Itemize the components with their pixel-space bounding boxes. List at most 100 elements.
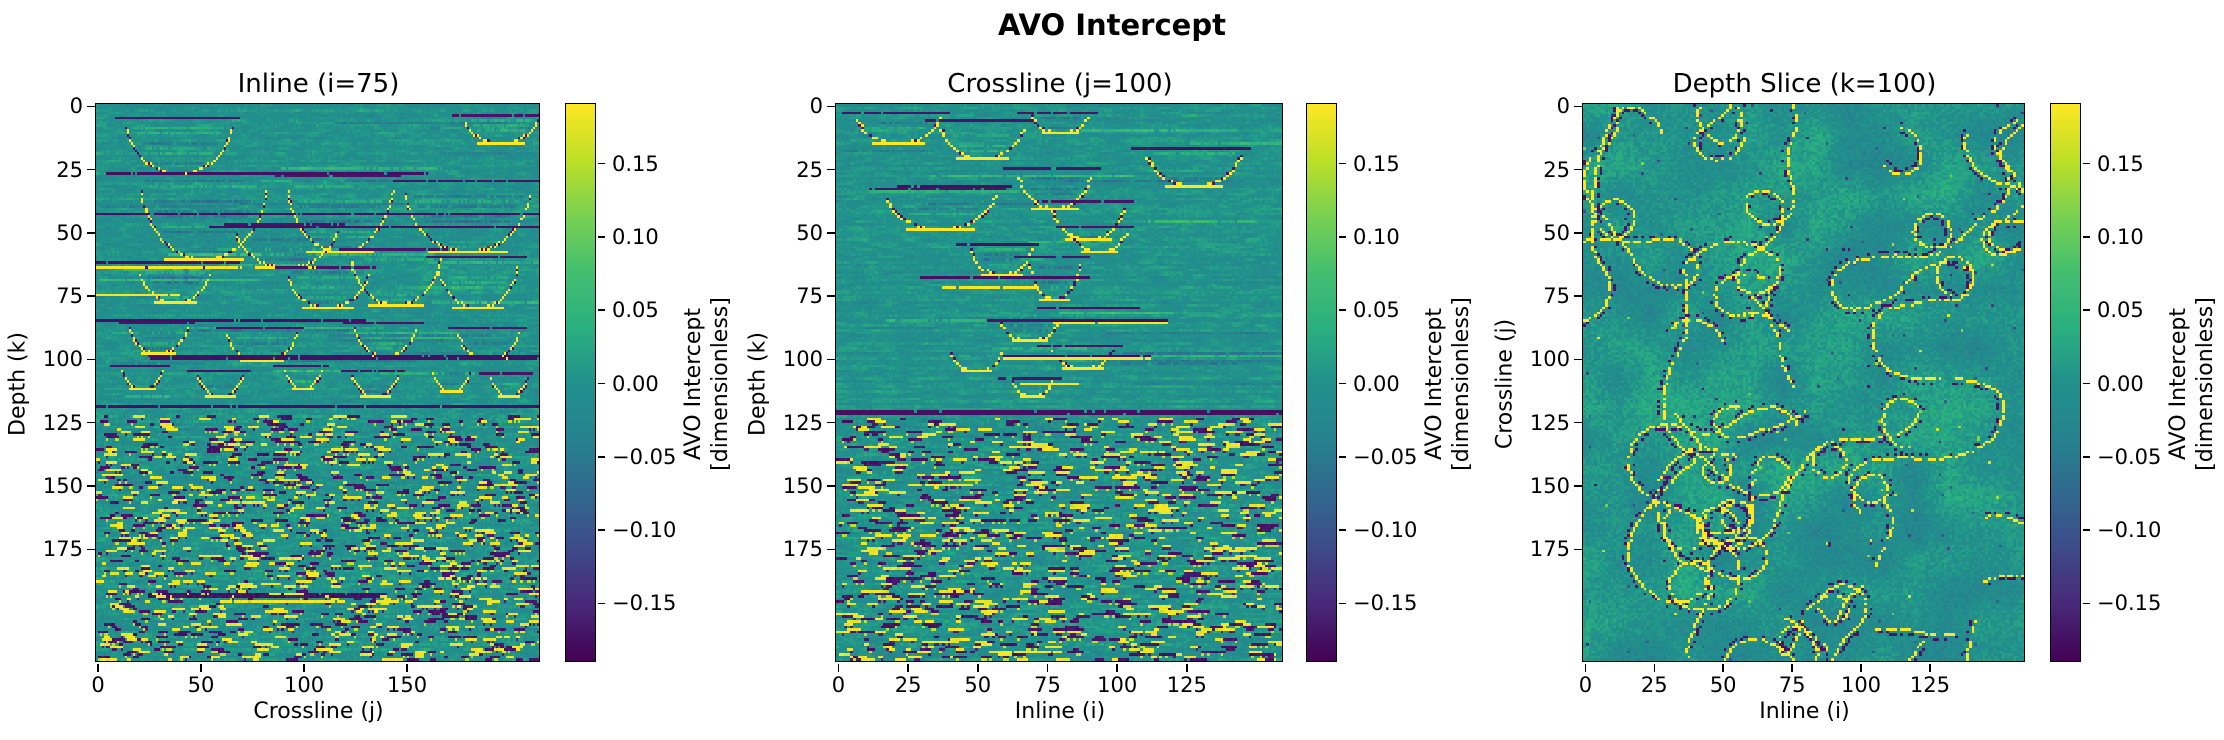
colorbar-tick-label: −0.05 [612,444,677,469]
colorbar-tick-label: 0.15 [612,151,659,176]
x-tick-label: 150 [387,673,428,697]
x-tick-label: 100 [284,673,325,697]
x-tick-mark [1791,663,1793,672]
y-tick-label: 150 [1529,474,1570,499]
y-tick-mark [1574,421,1583,424]
y-tick-label: 150 [42,474,83,499]
heatmap-frame-depthslice [1582,103,2026,663]
y-tick-mark [1574,105,1583,108]
x-axis-label-inline: Crossline (j) [253,699,384,724]
y-tick-label: 0 [1556,94,1570,119]
colorbar-tick-mark [2082,529,2090,531]
y-tick-mark [1574,358,1583,361]
x-axis-label-depthslice: Inline (i) [1759,699,1850,724]
x-tick-mark [1116,663,1118,672]
y-tick-mark [827,548,836,551]
y-tick-mark [1574,548,1583,551]
y-tick-label: 75 [1543,284,1570,309]
colorbar-tick-label: −0.05 [1353,444,1418,469]
colorbar-tick-mark [1338,236,1346,238]
x-tick-label: 75 [1778,673,1806,697]
y-tick-label: 75 [796,284,823,309]
colorbar-tick-label: −0.10 [1353,518,1418,543]
x-tick-label: 125 [1909,673,1950,697]
x-tick-label: 25 [1640,673,1668,697]
colorbar-tick-label: 0.10 [1353,224,1400,249]
heatmap-canvas-depthslice [1583,104,2025,662]
colorbar-tick-mark [1338,456,1346,458]
colorbar-tick-label: 0.05 [1353,298,1400,323]
colorbar-tick-label: −0.10 [2097,518,2162,543]
y-tick-label: 25 [56,157,83,182]
colorbar-tick-mark [2082,162,2090,165]
heatmap-frame-inline [95,103,541,663]
colorbar-axis-label-inline: AVO Intercept [dimensionless] [681,296,733,471]
y-tick-mark [1574,232,1583,234]
colorbar-depthslice [2050,103,2082,663]
x-tick-label: 100 [1097,673,1138,697]
colorbar-tick-mark [1338,602,1346,605]
colorbar-tick-label: −0.10 [612,518,677,543]
colorbar-crossline [1306,103,1338,663]
y-tick-mark [1574,485,1583,487]
y-tick-label: 0 [809,94,823,119]
colorbar-axis-label-crossline: AVO Intercept [dimensionless] [1422,296,1474,471]
colorbar-tick-mark [2082,309,2090,311]
y-tick-label: 125 [42,410,83,435]
colorbar-tick-mark [1338,162,1346,165]
x-tick-label: 25 [894,673,922,697]
colorbar-tick-label: 0.05 [2097,298,2144,323]
colorbar-tick-label: 0.15 [1353,151,1400,176]
y-tick-label: 50 [56,220,83,245]
y-tick-mark [1574,295,1583,297]
colorbar-tick-label: 0.10 [2097,224,2144,249]
x-tick-mark [1929,663,1931,672]
x-tick-label: 50 [187,673,215,697]
colorbar-tick-mark [1338,529,1346,531]
colorbar-tick-label: −0.15 [1353,591,1418,616]
y-tick-label: 25 [796,157,823,182]
heatmap-canvas-inline [96,104,540,662]
x-tick-mark [1046,663,1049,672]
y-tick-mark [87,232,96,234]
y-tick-label: 100 [42,347,83,372]
colorbar-tick-label: −0.15 [2097,591,2162,616]
y-tick-mark [827,105,836,108]
colorbar-tick-mark [597,529,605,531]
colorbar-tick-mark [597,162,605,165]
x-tick-mark [1722,663,1724,672]
y-tick-mark [827,358,836,361]
y-tick-mark [827,168,836,171]
colorbar-tick-mark [1338,382,1346,385]
y-tick-label: 125 [782,410,823,435]
colorbar-tick-mark [2082,382,2090,385]
y-tick-label: 100 [1529,347,1570,372]
y-tick-mark [87,105,96,108]
x-tick-mark [1186,663,1188,672]
y-tick-mark [87,295,96,297]
colorbar-tick-mark [597,602,605,605]
colorbar-tick-label: 0.00 [612,371,659,396]
colorbar-tick-label: 0.15 [2097,151,2144,176]
heatmap-canvas-crossline [836,104,1283,662]
y-axis-label-depthslice: Crossline (j) [1492,318,1518,449]
y-tick-label: 50 [1543,220,1570,245]
y-axis-label-crossline: Depth (k) [745,331,771,436]
x-tick-mark [837,663,840,672]
y-tick-mark [87,358,96,361]
x-tick-label: 50 [1709,673,1737,697]
y-tick-label: 25 [1543,157,1570,182]
colorbar-gradient-inline [566,104,596,662]
y-tick-label: 125 [1529,410,1570,435]
y-tick-mark [827,421,836,424]
colorbar-tick-label: −0.05 [2097,444,2162,469]
colorbar-tick-mark [597,309,605,311]
colorbar-tick-mark [597,236,605,238]
x-tick-mark [907,663,909,672]
x-axis-label-crossline: Inline (i) [1014,699,1106,724]
y-tick-label: 75 [56,284,83,309]
colorbar-axis-label-depthslice: AVO Intercept [dimensionless] [2166,296,2218,471]
colorbar-tick-mark [1338,309,1346,311]
y-tick-label: 50 [796,220,823,245]
